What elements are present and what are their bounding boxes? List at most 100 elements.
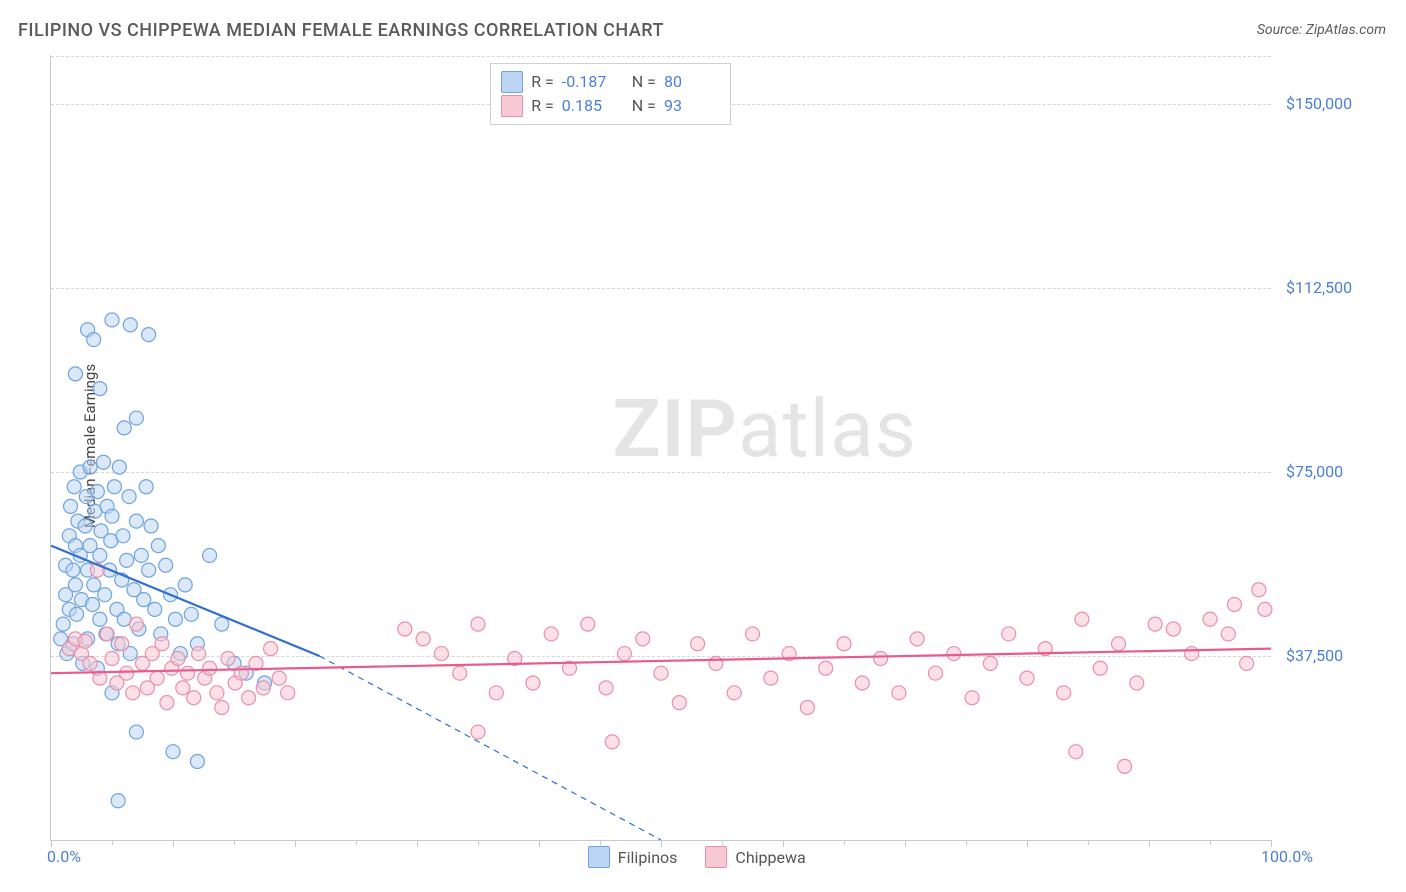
series-legend-item: Chippewa [705,846,805,868]
data-point [112,460,126,474]
data-point [83,656,97,670]
data-point [800,701,814,715]
data-point [151,539,165,553]
data-point [855,676,869,690]
y-tick-label: $75,000 [1286,462,1343,481]
data-point [398,622,412,636]
data-point [129,411,143,425]
data-point [1075,612,1089,626]
data-point [160,696,174,710]
x-tick-minor [478,840,479,845]
data-point [272,671,286,685]
r-label: R = [531,70,554,94]
data-point [159,558,173,572]
data-point [120,666,134,680]
data-point [178,578,192,592]
data-point [111,794,125,808]
legend-swatch [588,846,610,868]
data-point [1148,617,1162,631]
data-point [144,519,158,533]
data-point [544,627,558,641]
data-point [190,755,204,769]
data-point [947,647,961,661]
x-tick-minor [722,840,723,845]
data-point [115,637,129,651]
data-point [187,691,201,705]
x-tick [905,840,906,847]
source-attribution: Source: ZipAtlas.com [1257,22,1386,38]
x-tick-minor [844,840,845,845]
data-point [142,328,156,342]
legend-swatch [501,95,523,117]
data-point [215,617,229,631]
data-point [150,671,164,685]
data-point [709,656,723,670]
x-tick [173,840,174,847]
x-axis-max-label: 100.0% [1261,847,1331,866]
data-point [526,676,540,690]
data-point [1227,598,1241,612]
legend-swatch [705,846,727,868]
data-point [93,548,107,562]
data-point [654,666,668,680]
data-point [176,681,190,695]
x-tick [539,840,540,847]
data-point [1166,622,1180,636]
series-legend: Filipinos Chippewa [588,846,806,868]
data-point [68,578,82,592]
r-label: R = [531,94,554,118]
stats-legend: R =-0.187N =80R =0.185N =93 [490,63,731,125]
data-point [148,602,162,616]
data-point [965,691,979,705]
data-point [471,617,485,631]
data-point [599,681,613,695]
data-point [68,367,82,381]
data-point [105,313,119,327]
data-point [1130,676,1144,690]
x-tick [1027,840,1028,847]
data-point [256,681,270,695]
data-point [66,563,80,577]
data-point [100,627,114,641]
x-tick-minor [1088,840,1089,845]
legend-swatch [501,71,523,93]
x-tick [295,840,296,847]
data-point [1221,627,1235,641]
series-legend-label: Filipinos [618,848,678,867]
x-tick-minor [1210,840,1211,845]
data-point [1203,612,1217,626]
data-point [122,490,136,504]
data-point [166,745,180,759]
data-point [1057,686,1071,700]
data-point [1002,627,1016,641]
data-point [83,460,97,474]
y-tick-label: $150,000 [1286,94,1352,113]
x-tick [1149,840,1150,847]
data-point [837,637,851,651]
x-tick-minor [966,840,967,845]
data-point [137,593,151,607]
data-point [929,666,943,680]
scatter-plot [51,55,1271,840]
data-point [67,480,81,494]
x-axis-min-label: 0.0% [47,847,81,866]
data-point [184,607,198,621]
data-point [281,686,295,700]
data-point [210,686,224,700]
x-tick-minor [234,840,235,845]
data-point [142,563,156,577]
data-point [1020,671,1034,685]
data-point [70,607,84,621]
x-tick [417,840,418,847]
n-value: 93 [664,94,716,118]
data-point [1240,656,1254,670]
data-point [1112,637,1126,651]
data-point [155,637,169,651]
data-point [1252,583,1266,597]
plot-area: ZIPatlas R =-0.187N =80R =0.185N =93 0.0… [50,55,1271,841]
data-point [1093,661,1107,675]
data-point [129,514,143,528]
data-point [64,499,78,513]
data-point [746,627,760,641]
data-point [1258,602,1272,616]
